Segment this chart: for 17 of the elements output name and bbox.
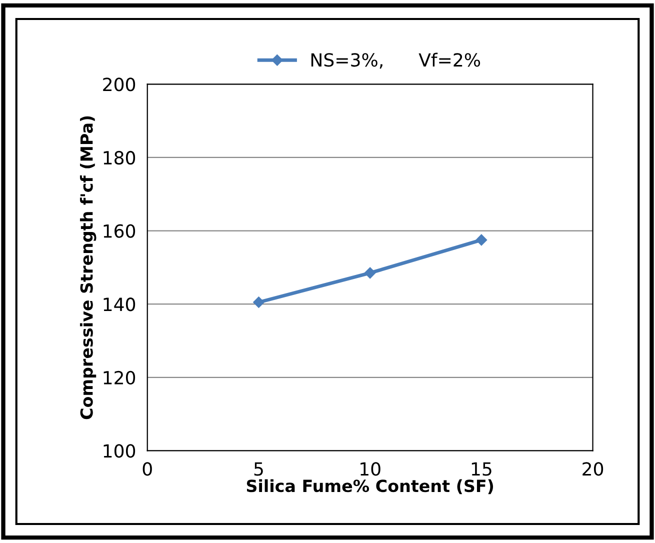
y-tick-label: 200 (103, 78, 136, 92)
point (476, 234, 488, 246)
x-tick-label: 0 (142, 462, 152, 476)
y-tick-label: 140 (104, 298, 136, 312)
y-tick-label: 180 (104, 150, 136, 165)
y-axis-title: Compressive Strength f'cf (MPa) (80, 116, 96, 420)
legend-label: NS=3%, Vf=2% (311, 52, 480, 69)
y-tick-label: 160 (104, 224, 136, 238)
point (364, 267, 376, 279)
point (253, 296, 264, 308)
x-tick-label: 10 (360, 462, 380, 476)
y-tick-label: 120 (104, 370, 136, 384)
x-tick-label: 5 (254, 462, 263, 476)
x-axis-title: Silica Fume% Content (SF) (246, 479, 494, 494)
x-tick-label: 20 (582, 462, 604, 476)
y-tick-label: 100 (104, 444, 136, 458)
x-tick-label: 15 (472, 462, 492, 476)
